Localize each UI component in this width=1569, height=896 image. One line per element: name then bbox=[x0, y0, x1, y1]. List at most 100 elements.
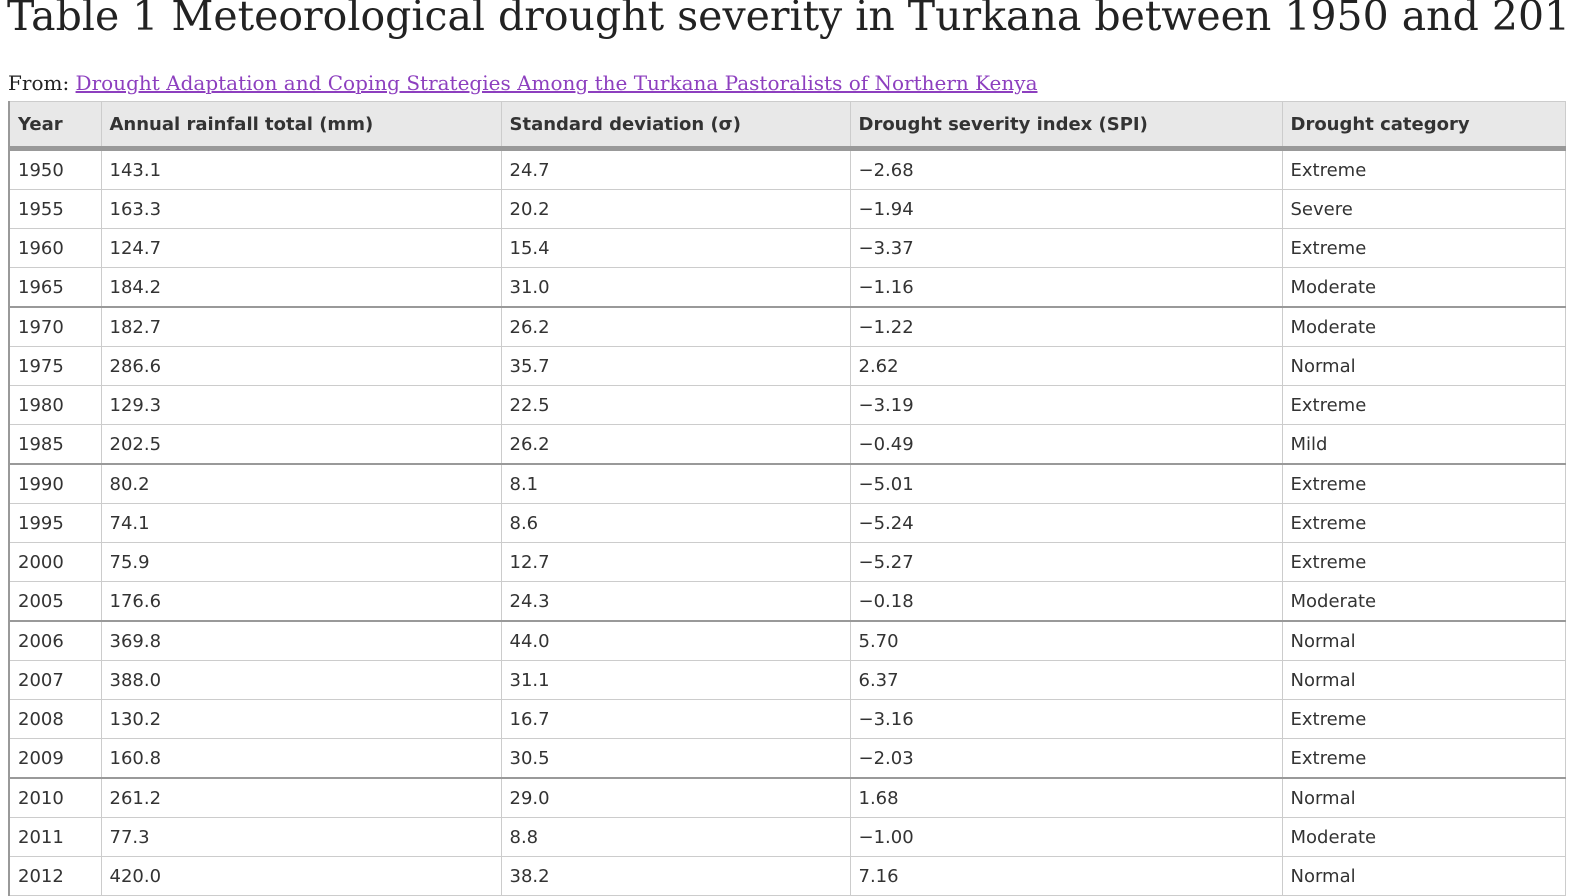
cell-category: Moderate bbox=[1281, 817, 1566, 857]
cell-spi: −1.94 bbox=[849, 189, 1282, 229]
table-row: 1965 184.2 31.0 −1.16 Moderate bbox=[8, 267, 1566, 308]
column-header-rainfall: Annual rainfall total (mm) bbox=[100, 101, 501, 151]
cell-std-dev: 16.7 bbox=[500, 699, 850, 739]
cell-rainfall: 130.2 bbox=[100, 699, 501, 739]
cell-spi: 5.70 bbox=[849, 621, 1282, 661]
cell-std-dev: 12.7 bbox=[500, 542, 850, 582]
cell-spi: 2.62 bbox=[849, 346, 1282, 386]
cell-spi: −0.49 bbox=[849, 424, 1282, 465]
cell-std-dev: 29.0 bbox=[500, 778, 850, 818]
cell-category: Extreme bbox=[1281, 228, 1566, 268]
cell-rainfall: 77.3 bbox=[100, 817, 501, 857]
cell-year: 2006 bbox=[8, 621, 101, 661]
cell-std-dev: 8.6 bbox=[500, 503, 850, 543]
column-header-std-dev: Standard deviation (σ) bbox=[500, 101, 850, 151]
table-row: 1950 143.1 24.7 −2.68 Extreme bbox=[8, 148, 1566, 190]
cell-category: Moderate bbox=[1281, 307, 1566, 347]
cell-year: 1975 bbox=[8, 346, 101, 386]
cell-rainfall: 369.8 bbox=[100, 621, 501, 661]
column-header-year: Year bbox=[8, 101, 101, 151]
cell-category: Moderate bbox=[1281, 581, 1566, 622]
cell-category: Normal bbox=[1281, 346, 1566, 386]
table-row: 2007 388.0 31.1 6.37 Normal bbox=[8, 660, 1566, 700]
cell-std-dev: 22.5 bbox=[500, 385, 850, 425]
cell-std-dev: 26.2 bbox=[500, 424, 850, 465]
cell-year: 2008 bbox=[8, 699, 101, 739]
table-row: 2000 75.9 12.7 −5.27 Extreme bbox=[8, 542, 1566, 582]
cell-std-dev: 31.0 bbox=[500, 267, 850, 308]
cell-category: Normal bbox=[1281, 621, 1566, 661]
cell-rainfall: 202.5 bbox=[100, 424, 501, 465]
column-header-spi: Drought severity index (SPI) bbox=[849, 101, 1282, 151]
cell-spi: −1.16 bbox=[849, 267, 1282, 308]
cell-spi: −0.18 bbox=[849, 581, 1282, 622]
cell-rainfall: 184.2 bbox=[100, 267, 501, 308]
cell-rainfall: 75.9 bbox=[100, 542, 501, 582]
cell-year: 1960 bbox=[8, 228, 101, 268]
cell-rainfall: 124.7 bbox=[100, 228, 501, 268]
cell-year: 1955 bbox=[8, 189, 101, 229]
cell-category: Extreme bbox=[1281, 385, 1566, 425]
cell-rainfall: 160.8 bbox=[100, 738, 501, 779]
cell-year: 2011 bbox=[8, 817, 101, 857]
table-row: 2006 369.8 44.0 5.70 Normal bbox=[8, 621, 1566, 661]
cell-rainfall: 261.2 bbox=[100, 778, 501, 818]
cell-spi: 6.37 bbox=[849, 660, 1282, 700]
cell-category: Normal bbox=[1281, 660, 1566, 700]
cell-spi: −2.68 bbox=[849, 148, 1282, 190]
table-row: 2010 261.2 29.0 1.68 Normal bbox=[8, 778, 1566, 818]
cell-year: 2012 bbox=[8, 856, 101, 896]
cell-rainfall: 388.0 bbox=[100, 660, 501, 700]
cell-spi: −1.22 bbox=[849, 307, 1282, 347]
cell-category: Moderate bbox=[1281, 267, 1566, 308]
cell-spi: −5.27 bbox=[849, 542, 1282, 582]
cell-year: 2005 bbox=[8, 581, 101, 622]
cell-std-dev: 31.1 bbox=[500, 660, 850, 700]
cell-spi: −5.01 bbox=[849, 464, 1282, 504]
cell-std-dev: 20.2 bbox=[500, 189, 850, 229]
cell-category: Severe bbox=[1281, 189, 1566, 229]
source-article-link[interactable]: Drought Adaptation and Coping Strategies… bbox=[75, 71, 1038, 95]
cell-spi: −3.37 bbox=[849, 228, 1282, 268]
cell-rainfall: 129.3 bbox=[100, 385, 501, 425]
table-row: 1995 74.1 8.6 −5.24 Extreme bbox=[8, 503, 1566, 543]
cell-category: Extreme bbox=[1281, 542, 1566, 582]
cell-year: 1990 bbox=[8, 464, 101, 504]
table-row: 1990 80.2 8.1 −5.01 Extreme bbox=[8, 464, 1566, 504]
cell-rainfall: 80.2 bbox=[100, 464, 501, 504]
table-row: 2011 77.3 8.8 −1.00 Moderate bbox=[8, 817, 1566, 857]
cell-spi: −1.00 bbox=[849, 817, 1282, 857]
table-row: 2009 160.8 30.5 −2.03 Extreme bbox=[8, 738, 1566, 779]
table-header-row: Year Annual rainfall total (mm) Standard… bbox=[8, 101, 1566, 151]
cell-year: 1985 bbox=[8, 424, 101, 465]
page-title: Table 1 Meteorological drought severity … bbox=[7, 0, 1569, 40]
cell-category: Normal bbox=[1281, 856, 1566, 896]
table-row: 1975 286.6 35.7 2.62 Normal bbox=[8, 346, 1566, 386]
cell-year: 1995 bbox=[8, 503, 101, 543]
cell-std-dev: 24.7 bbox=[500, 148, 850, 190]
cell-spi: −3.19 bbox=[849, 385, 1282, 425]
cell-year: 1970 bbox=[8, 307, 101, 347]
cell-year: 1965 bbox=[8, 267, 101, 308]
cell-rainfall: 182.7 bbox=[100, 307, 501, 347]
cell-category: Extreme bbox=[1281, 148, 1566, 190]
cell-spi: −5.24 bbox=[849, 503, 1282, 543]
source-label: From: bbox=[8, 71, 70, 95]
cell-std-dev: 15.4 bbox=[500, 228, 850, 268]
table-row: 2005 176.6 24.3 −0.18 Moderate bbox=[8, 581, 1566, 622]
cell-std-dev: 8.1 bbox=[500, 464, 850, 504]
table-row: 1955 163.3 20.2 −1.94 Severe bbox=[8, 189, 1566, 229]
cell-spi: 7.16 bbox=[849, 856, 1282, 896]
table-row: 2012 420.0 38.2 7.16 Normal bbox=[8, 856, 1566, 896]
cell-spi: 1.68 bbox=[849, 778, 1282, 818]
table-row: 2008 130.2 16.7 −3.16 Extreme bbox=[8, 699, 1566, 739]
table-body: 1950 143.1 24.7 −2.68 Extreme 1955 163.3 20.2 −1… bbox=[8, 148, 1566, 896]
cell-std-dev: 24.3 bbox=[500, 581, 850, 622]
cell-rainfall: 176.6 bbox=[100, 581, 501, 622]
cell-rainfall: 74.1 bbox=[100, 503, 501, 543]
cell-year: 2000 bbox=[8, 542, 101, 582]
cell-year: 1980 bbox=[8, 385, 101, 425]
cell-year: 2009 bbox=[8, 738, 101, 779]
cell-year: 2007 bbox=[8, 660, 101, 700]
cell-year: 1950 bbox=[8, 148, 101, 190]
